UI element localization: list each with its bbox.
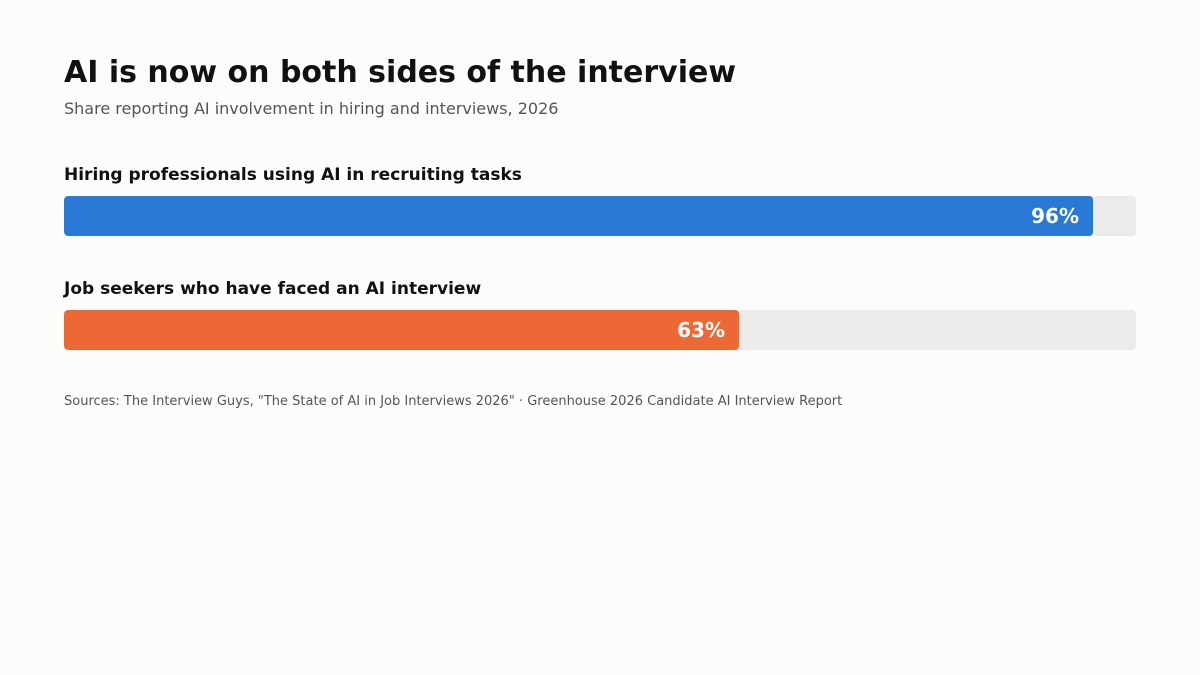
bar-value-label-job-seekers: 63% bbox=[677, 318, 725, 342]
chart-title: AI is now on both sides of the interview bbox=[64, 55, 737, 90]
bar-job-seekers: 63% bbox=[64, 310, 739, 350]
bar-chart: Hiring professionals using AI in recruit… bbox=[64, 163, 1136, 391]
chart-subtitle: Share reporting AI involvement in hiring… bbox=[64, 99, 559, 118]
bar-track-job-seekers: 63% bbox=[64, 310, 1136, 350]
bar-group-hiring-professionals: Hiring professionals using AI in recruit… bbox=[64, 163, 1136, 277]
bar-track-hiring-professionals: 96% bbox=[64, 196, 1136, 236]
bar-label-hiring-professionals: Hiring professionals using AI in recruit… bbox=[64, 165, 522, 185]
bar-label-job-seekers: Job seekers who have faced an AI intervi… bbox=[64, 279, 482, 299]
bar-hiring-professionals: 96% bbox=[64, 196, 1093, 236]
source-note: Sources: The Interview Guys, "The State … bbox=[64, 394, 843, 409]
bar-value-label-hiring-professionals: 96% bbox=[1031, 204, 1079, 228]
bar-group-job-seekers: Job seekers who have faced an AI intervi… bbox=[64, 277, 1136, 391]
